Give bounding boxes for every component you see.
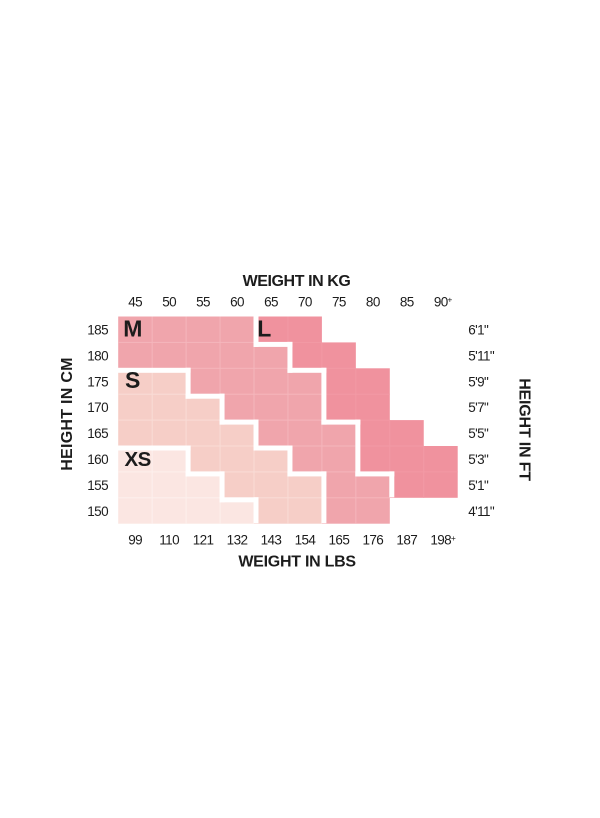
svg-text:HEIGHT IN FT: HEIGHT IN FT (516, 378, 533, 481)
svg-text:165: 165 (329, 533, 350, 548)
svg-text:185: 185 (87, 322, 108, 337)
svg-text:155: 155 (87, 478, 108, 493)
svg-text:80: 80 (366, 294, 380, 309)
svg-text:70: 70 (298, 294, 312, 309)
svg-text:154: 154 (295, 533, 317, 548)
svg-text:187: 187 (396, 533, 417, 548)
svg-text:60: 60 (230, 294, 244, 309)
svg-text:50: 50 (162, 294, 176, 309)
svg-text:5'1": 5'1" (468, 478, 489, 493)
svg-text:198: 198 (430, 533, 451, 548)
svg-text:55: 55 (196, 294, 210, 309)
svg-text:5'5": 5'5" (468, 426, 489, 441)
svg-text:121: 121 (193, 533, 214, 548)
svg-text:L: L (257, 316, 271, 342)
svg-text:170: 170 (87, 400, 108, 415)
svg-text:150: 150 (87, 504, 108, 519)
svg-text:160: 160 (87, 452, 108, 467)
svg-text:M: M (123, 316, 142, 342)
svg-text:WEIGHT IN LBS: WEIGHT IN LBS (238, 553, 356, 570)
svg-text:S: S (125, 367, 140, 393)
svg-text:90: 90 (434, 294, 448, 309)
svg-text:110: 110 (159, 533, 179, 548)
svg-text:HEIGHT IN CM: HEIGHT IN CM (59, 357, 76, 471)
svg-text:180: 180 (87, 348, 108, 363)
svg-text:176: 176 (362, 533, 383, 548)
svg-text:5'7": 5'7" (468, 400, 489, 415)
svg-text:5'3": 5'3" (468, 452, 489, 467)
svg-text:6'1": 6'1" (468, 322, 489, 337)
svg-text:99: 99 (128, 533, 142, 548)
svg-text:4'11": 4'11" (468, 504, 495, 519)
svg-text:75: 75 (332, 294, 346, 309)
svg-text:143: 143 (261, 533, 282, 548)
svg-text:85: 85 (400, 294, 414, 309)
svg-text:+: + (447, 294, 452, 304)
svg-text:175: 175 (87, 374, 108, 389)
svg-text:5'11": 5'11" (468, 348, 495, 363)
svg-text:XS: XS (125, 448, 151, 471)
svg-text:45: 45 (128, 294, 142, 309)
svg-text:165: 165 (87, 426, 108, 441)
svg-text:132: 132 (227, 533, 248, 548)
svg-text:+: + (451, 533, 456, 543)
svg-text:65: 65 (264, 294, 278, 309)
svg-text:5'9": 5'9" (468, 374, 489, 389)
svg-text:WEIGHT IN KG: WEIGHT IN KG (243, 273, 351, 290)
